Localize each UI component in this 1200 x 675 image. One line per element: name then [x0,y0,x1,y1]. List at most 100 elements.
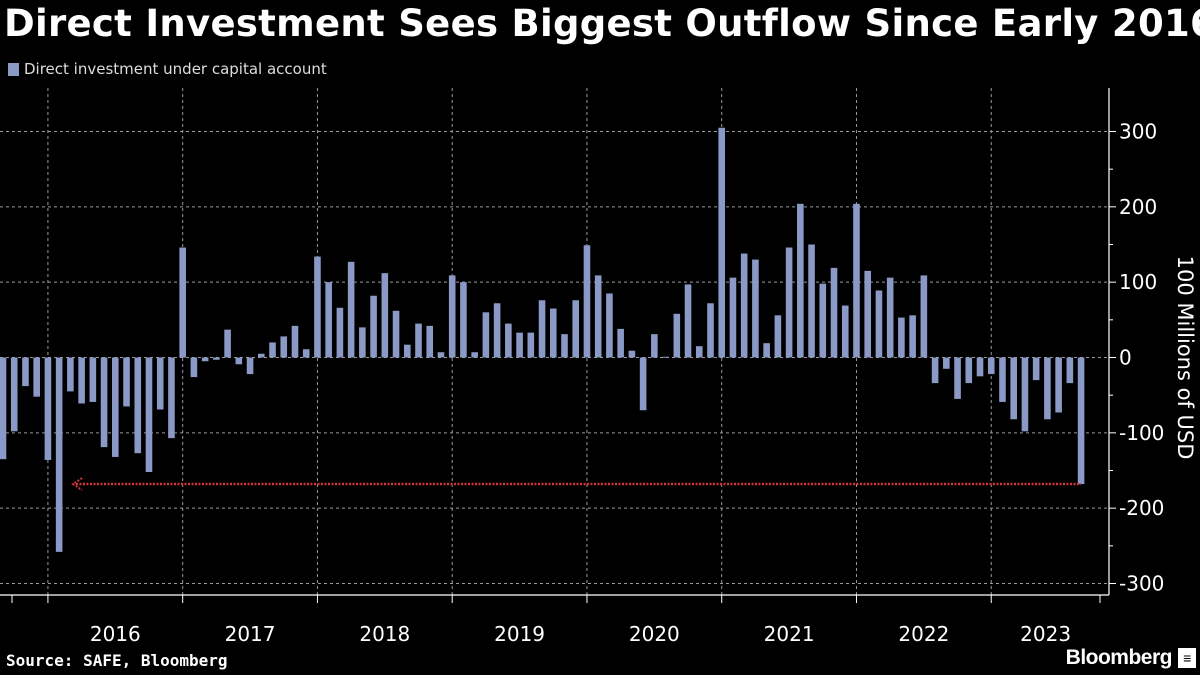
bar [415,323,422,358]
bar [886,277,894,358]
bar [156,357,164,410]
bar [448,275,456,358]
bar [808,244,815,358]
y-tick-label: -200 [1119,496,1164,520]
bar [100,357,108,448]
x-tick-label: 2021 [764,622,815,646]
bar [370,295,377,358]
bar [1077,357,1085,485]
bar [763,343,770,358]
bar [179,247,186,358]
bar [44,357,52,460]
bar [437,352,445,358]
bar [662,356,669,358]
bar [1055,357,1062,413]
bar [0,357,7,460]
bar [112,357,119,457]
bar [302,349,310,358]
bar [841,305,849,358]
bar [785,247,793,358]
bar [797,203,804,358]
x-tick-label: 2016 [90,622,141,646]
bloomberg-logo: Bloomberg ≡ [1066,646,1196,670]
bar [33,357,40,397]
bar [864,270,872,358]
y-axis-title: 100 Millions of USD [1173,256,1197,460]
y-tick-label: -300 [1119,572,1164,596]
bar [909,315,916,358]
bar [1066,357,1074,384]
bar [819,283,827,358]
x-tick-label: 2018 [359,622,410,646]
x-tick-label: 2019 [494,622,545,646]
bar [224,329,231,358]
x-tick-label: 2017 [225,622,276,646]
y-tick-label: 200 [1119,195,1157,219]
bar [549,308,557,358]
bar [628,350,636,358]
bar [898,317,905,358]
bar [1010,357,1017,420]
y-tick-label: 100 [1119,270,1157,294]
bar [1044,357,1051,420]
chart-title: Direct Investment Sees Biggest Outflow S… [4,2,1200,45]
bar [134,357,142,454]
bar [943,357,950,369]
bar [774,315,782,358]
bar [190,357,198,378]
bar [684,284,692,358]
x-tick-label: 2020 [629,622,680,646]
bar [740,253,748,358]
y-tick-label: 0 [1119,346,1132,370]
bar [426,325,434,358]
bar [965,357,973,384]
bar [145,357,153,473]
bar [336,307,344,358]
bar [291,325,299,358]
legend: Direct investment under capital account [8,60,327,78]
bar [89,357,97,402]
bar [729,277,737,358]
logo-text: Bloomberg [1065,646,1173,669]
bar [1032,357,1040,381]
bar [718,127,726,358]
bar [235,357,243,365]
bar [561,334,568,358]
bar [875,290,883,358]
bar [392,310,400,358]
bar [639,357,647,411]
bar [976,357,984,377]
bar [752,259,759,358]
bar [55,357,63,552]
bar [246,357,254,375]
bar [516,332,523,358]
legend-swatch [8,62,19,76]
bar [493,303,501,358]
bar [280,336,288,358]
bar [505,323,512,358]
bar [460,282,467,358]
bar [572,300,580,358]
bar [67,357,74,392]
bar [707,303,714,358]
bar [325,282,332,358]
bar [213,357,220,360]
bar [269,342,276,358]
bar [651,334,658,358]
x-tick-label: 2022 [898,622,949,646]
bar [1021,357,1029,432]
bar [10,357,18,432]
bar [999,357,1006,402]
bar [78,357,85,404]
bar [583,245,591,358]
bar [830,267,838,358]
bar [257,353,265,358]
bar [381,273,389,358]
bar [594,275,602,358]
x-tick-label: 2023 [1020,622,1071,646]
bar [527,332,535,358]
bar [201,357,209,362]
legend-label: Direct investment under capital account [24,60,327,78]
bar [931,357,939,384]
bar [403,344,411,358]
